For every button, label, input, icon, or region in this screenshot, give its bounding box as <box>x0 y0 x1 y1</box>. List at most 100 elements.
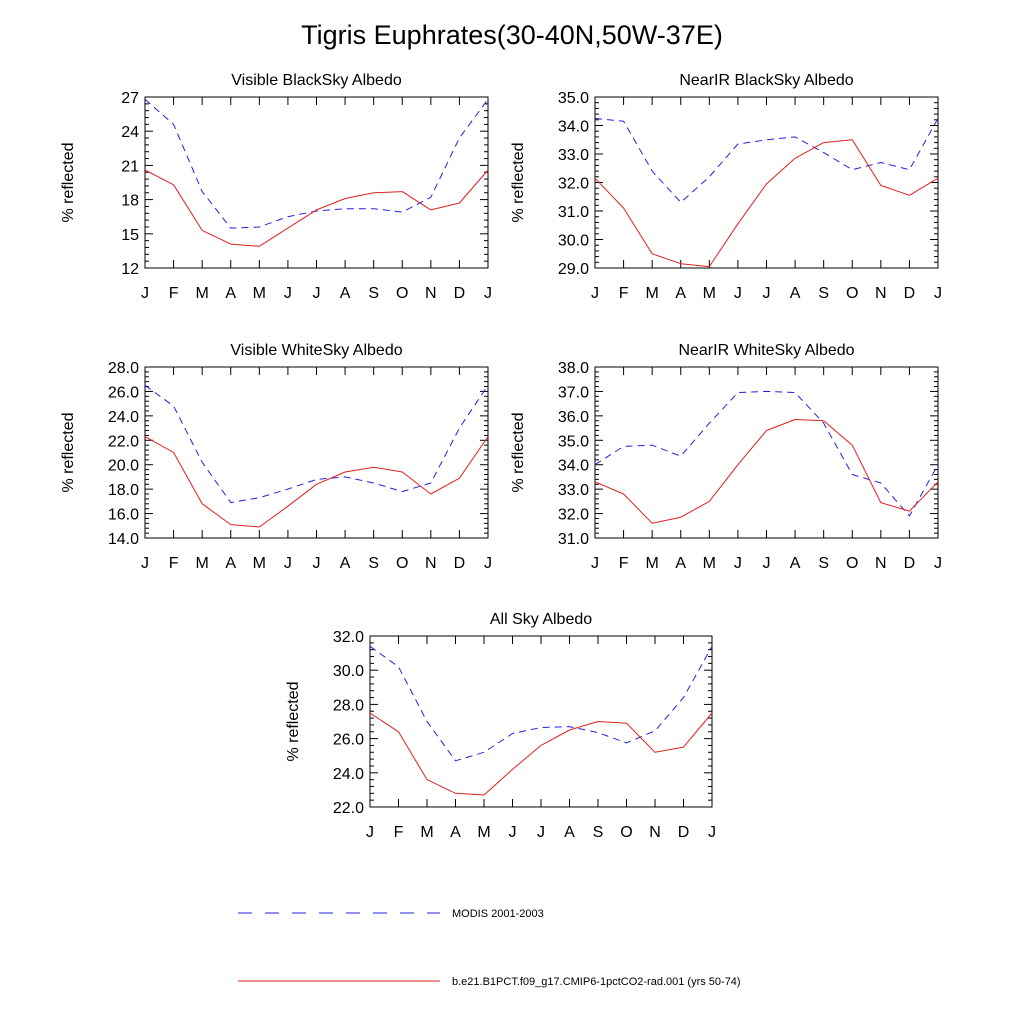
x-tick-label: M <box>253 285 266 302</box>
series-line-model <box>594 139 939 268</box>
x-tick-label: J <box>537 824 545 841</box>
y-tick-label: 37.0 <box>558 384 589 401</box>
x-tick-label: N <box>425 555 437 572</box>
panel-title: Visible BlackSky Albedo <box>231 72 402 89</box>
x-tick-label: S <box>818 555 829 572</box>
x-tick-label: J <box>141 285 149 302</box>
y-tick-label: 28.0 <box>333 697 364 714</box>
y-tick-label: 14.0 <box>108 531 139 548</box>
y-tick-label: 18.0 <box>108 482 139 499</box>
series-line-modis <box>594 117 939 203</box>
plot-frame <box>144 96 489 269</box>
series-line-model <box>144 169 489 247</box>
x-tick-label: J <box>313 285 321 302</box>
y-tick-label: 35.0 <box>558 90 589 107</box>
x-tick-label: J <box>934 555 942 572</box>
figure-title: Tigris Euphrates(30-40N,50W-37E) <box>301 20 723 50</box>
x-tick-label: O <box>396 285 408 302</box>
x-tick-label: N <box>649 824 661 841</box>
y-tick-label: 32.0 <box>558 507 589 524</box>
x-tick-label: F <box>619 285 629 302</box>
series-line-model <box>594 419 939 524</box>
y-tick-label: 30.0 <box>333 663 364 680</box>
x-tick-label: N <box>875 285 887 302</box>
x-tick-label: J <box>366 824 374 841</box>
x-tick-label: O <box>620 824 632 841</box>
x-tick-label: J <box>734 285 742 302</box>
x-tick-label: J <box>763 555 771 572</box>
plot-frame <box>144 366 489 539</box>
x-tick-label: D <box>678 824 690 841</box>
x-tick-label: D <box>904 285 916 302</box>
x-tick-label: F <box>394 824 404 841</box>
x-tick-label: J <box>708 824 716 841</box>
y-tick-label: 32.0 <box>558 176 589 193</box>
series-line-modis <box>594 390 939 517</box>
y-tick-label: 24.0 <box>333 766 364 783</box>
x-tick-label: M <box>253 555 266 572</box>
x-tick-label: J <box>313 555 321 572</box>
y-tick-label: 34.0 <box>558 458 589 475</box>
x-tick-label: J <box>484 555 492 572</box>
series-line-modis <box>144 98 489 229</box>
x-tick-label: A <box>675 555 686 572</box>
y-tick-label: 28.0 <box>108 360 139 377</box>
y-tick-label: 22.0 <box>108 433 139 450</box>
y-tick-label: 26.0 <box>108 384 139 401</box>
y-tick-label: 26.0 <box>333 732 364 749</box>
x-tick-label: D <box>904 555 916 572</box>
x-tick-label: S <box>368 285 379 302</box>
y-tick-label: 24.0 <box>108 409 139 426</box>
x-tick-label: A <box>675 285 686 302</box>
panel-title: NearIR WhiteSky Albedo <box>678 342 854 359</box>
x-tick-label: O <box>396 555 408 572</box>
y-tick-label: 24 <box>121 124 139 141</box>
y-tick-label: 12 <box>121 261 139 278</box>
panel-title: All Sky Albedo <box>490 611 592 628</box>
plot-frame <box>594 366 939 539</box>
x-tick-label: O <box>846 285 858 302</box>
y-tick-label: 32.0 <box>333 629 364 646</box>
y-tick-label: 33.0 <box>558 147 589 164</box>
x-tick-label: O <box>846 555 858 572</box>
x-tick-label: J <box>509 824 517 841</box>
x-tick-label: A <box>225 285 236 302</box>
x-tick-label: J <box>763 285 771 302</box>
x-tick-label: A <box>225 555 236 572</box>
y-tick-label: 33.0 <box>558 482 589 499</box>
x-tick-label: D <box>454 555 466 572</box>
x-tick-label: J <box>484 285 492 302</box>
plot-frame <box>594 96 939 269</box>
x-tick-label: F <box>619 555 629 572</box>
series-line-model <box>144 436 489 528</box>
y-tick-label: 34.0 <box>558 119 589 136</box>
y-axis-label: % reflected <box>510 412 527 492</box>
x-tick-label: J <box>284 555 292 572</box>
x-tick-label: M <box>646 285 659 302</box>
y-tick-label: 18 <box>121 193 139 210</box>
y-tick-label: 38.0 <box>558 360 589 377</box>
y-tick-label: 16.0 <box>108 507 139 524</box>
x-tick-label: A <box>564 824 575 841</box>
series-line-modis <box>144 384 489 504</box>
y-tick-label: 22.0 <box>333 800 364 817</box>
x-tick-label: A <box>790 285 801 302</box>
x-tick-label: S <box>368 555 379 572</box>
x-tick-label: N <box>425 285 437 302</box>
y-tick-label: 27 <box>121 90 139 107</box>
y-tick-label: 31.0 <box>558 204 589 221</box>
x-tick-label: J <box>934 285 942 302</box>
x-tick-label: A <box>340 285 351 302</box>
x-tick-label: M <box>703 285 716 302</box>
x-tick-label: D <box>454 285 466 302</box>
y-tick-label: 31.0 <box>558 531 589 548</box>
x-tick-label: F <box>169 285 179 302</box>
x-tick-label: J <box>591 285 599 302</box>
y-tick-label: 29.0 <box>558 261 589 278</box>
y-tick-label: 21 <box>121 158 139 175</box>
